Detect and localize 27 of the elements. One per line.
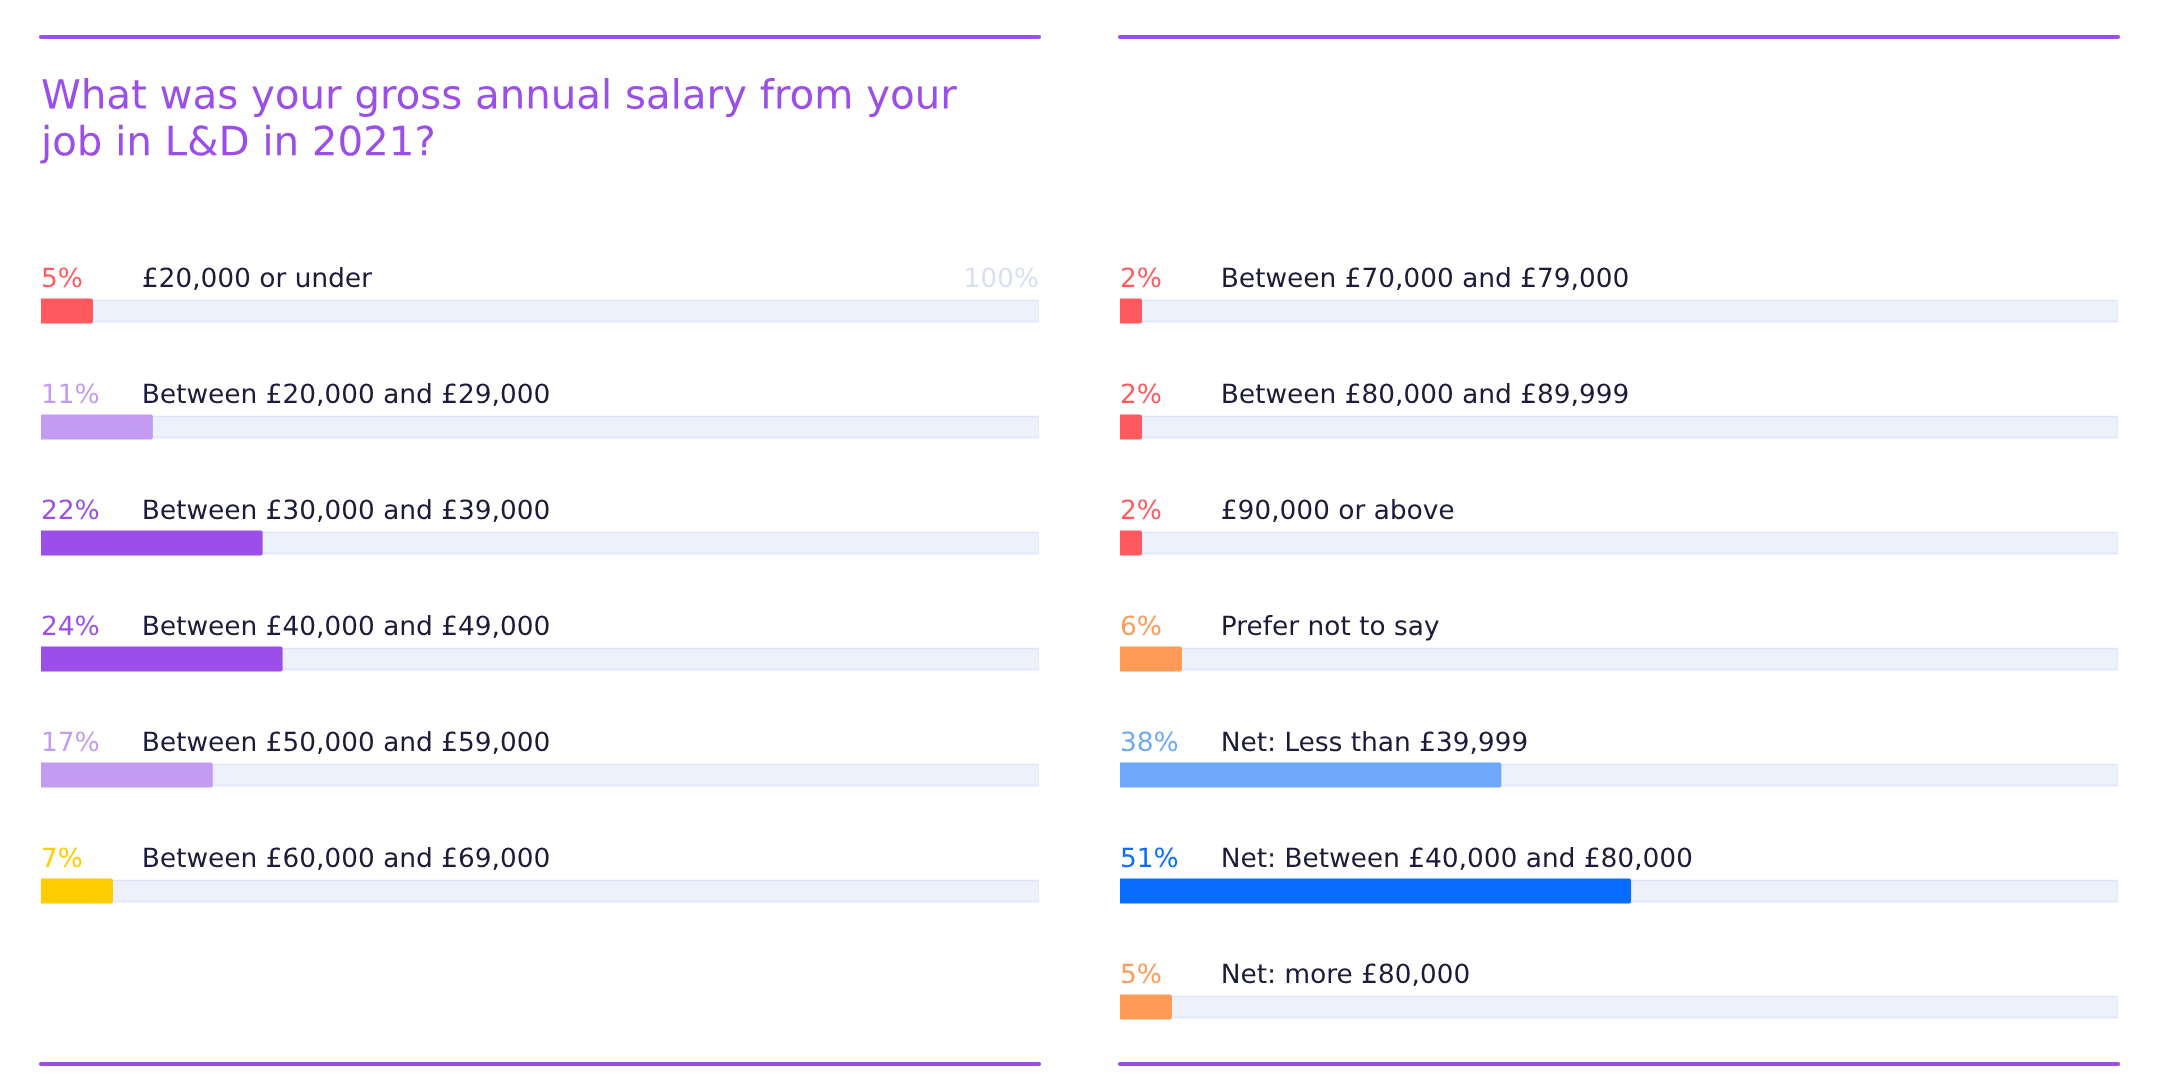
y-tick-label: Net: Less than £39,999	[1223, 730, 1527, 755]
data-label: 5%	[43, 267, 82, 288]
chart-title: What was your gross annual salary from your job in L&D in 2021?	[40, 78, 957, 164]
y-tick-label: Between £40,000 and £49,000	[144, 614, 549, 639]
data-label: 51%	[1122, 847, 1178, 868]
y-tick-label: Between £50,000 and £59,000	[144, 730, 549, 755]
y-tick-label: Net: Between £40,000 and £80,000	[1223, 846, 1692, 871]
data-label: 24%	[42, 615, 99, 636]
data-label: 7%	[43, 847, 82, 868]
data-label: 22%	[42, 499, 99, 520]
y-tick-label: Between £20,000 and £29,000	[144, 382, 549, 407]
y-tick-label: Prefer not to say	[1223, 614, 1439, 641]
y-tick-label: Between £30,000 and £39,000	[144, 498, 549, 523]
data-label: 2%	[1121, 267, 1161, 288]
data-label: 6%	[1121, 615, 1161, 636]
y-tick-label: Between £60,000 and £69,000	[144, 846, 549, 871]
data-label: 2%	[1121, 499, 1161, 520]
data-label: 2%	[1121, 383, 1161, 404]
data-label: 5%	[1122, 963, 1161, 984]
data-label: 38%	[1122, 731, 1178, 752]
y-tick-label: £20,000 or under	[143, 266, 372, 291]
y-tick-label: £90,000 or above	[1222, 498, 1454, 523]
y-tick-label: Net: more £80,000	[1223, 963, 1469, 987]
data-label: 11%	[43, 383, 99, 404]
y-tick-label: Between £70,000 and £79,000	[1223, 266, 1628, 291]
data-label: 17%	[43, 731, 99, 752]
y-tick-label: Between £80,000 and £89,999	[1223, 382, 1628, 407]
